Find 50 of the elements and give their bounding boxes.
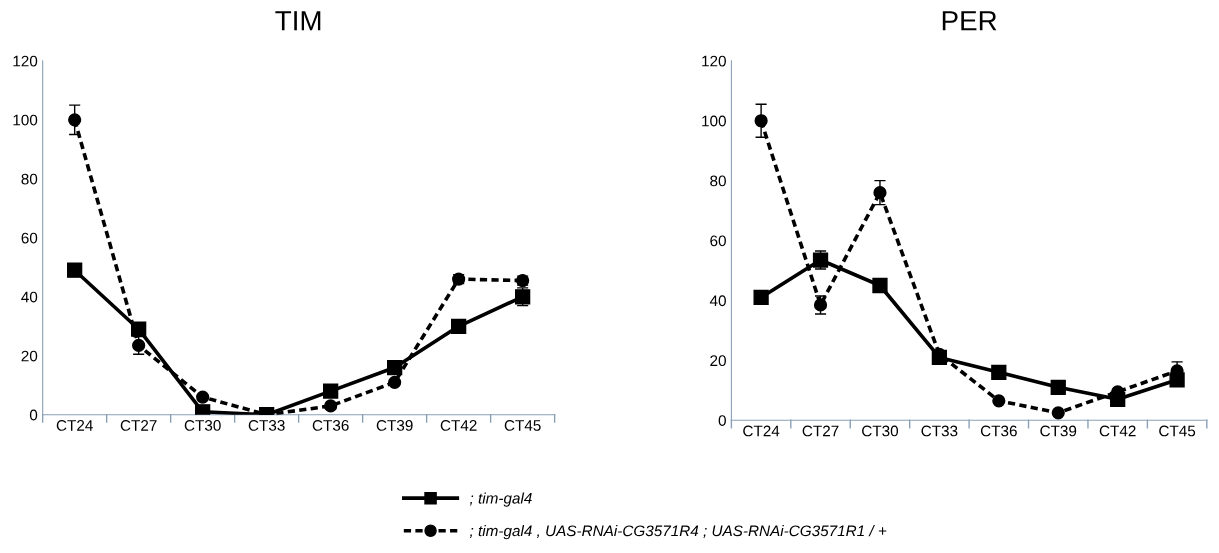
point <box>992 394 1006 408</box>
x-tick-label: CT24 <box>56 420 93 431</box>
point <box>388 375 402 389</box>
point <box>196 390 210 404</box>
x-tick-label: CT45 <box>504 420 541 431</box>
x-tick-label: CT30 <box>862 425 899 437</box>
y-tick-label: 60 <box>21 232 38 244</box>
x-tick-label: CT30 <box>184 420 221 431</box>
y-tick-label: 40 <box>21 291 38 303</box>
point <box>991 364 1007 380</box>
x-tick-label: CT39 <box>1040 425 1077 437</box>
point <box>1051 406 1065 420</box>
point <box>324 399 338 413</box>
point <box>387 359 403 376</box>
chart-title: PER <box>942 11 997 31</box>
x-tick-label: CT42 <box>440 420 477 431</box>
y-tick-label: 80 <box>21 173 38 185</box>
point <box>872 277 888 294</box>
point <box>68 113 82 127</box>
x-tick-label: CT39 <box>376 420 413 431</box>
y-tick-label: 80 <box>710 175 726 187</box>
x-tick-label: CT24 <box>743 425 780 437</box>
y-tick-label: 120 <box>13 55 38 67</box>
y-tick-label: 20 <box>710 355 726 367</box>
x-tick-label: CT42 <box>1099 425 1136 437</box>
point <box>323 383 339 399</box>
point <box>451 318 467 334</box>
x-tick-label: CT27 <box>120 420 157 431</box>
x-tick-label: CT27 <box>802 425 839 437</box>
point <box>754 114 768 128</box>
chart-title: TIM <box>275 11 321 31</box>
legend-label: ; tim-gal4 , UAS-RNAi-CG3571R4 ; UAS-RNAi-CG3571R1 / + <box>469 525 887 540</box>
x-tick-label: CT33 <box>921 425 958 437</box>
x-tick-label: CT36 <box>312 420 349 431</box>
point <box>67 262 83 278</box>
y-tick-label: 100 <box>702 115 726 127</box>
y-tick-label: 120 <box>702 55 726 67</box>
y-tick-label: 60 <box>710 235 726 247</box>
y-tick-label: 100 <box>13 114 38 126</box>
legend-label: ; tim-gal4 <box>469 492 532 507</box>
point <box>753 289 769 306</box>
y-tick-label: 0 <box>718 415 726 426</box>
x-tick-label: CT45 <box>1159 425 1196 437</box>
point <box>873 186 887 200</box>
point <box>1050 379 1066 395</box>
y-tick-label: 40 <box>709 295 726 307</box>
y-tick-label: 20 <box>21 350 38 362</box>
y-tick-label: 0 <box>29 409 38 421</box>
x-tick-label: CT36 <box>980 425 1017 437</box>
x-tick-label: CT33 <box>248 420 285 431</box>
